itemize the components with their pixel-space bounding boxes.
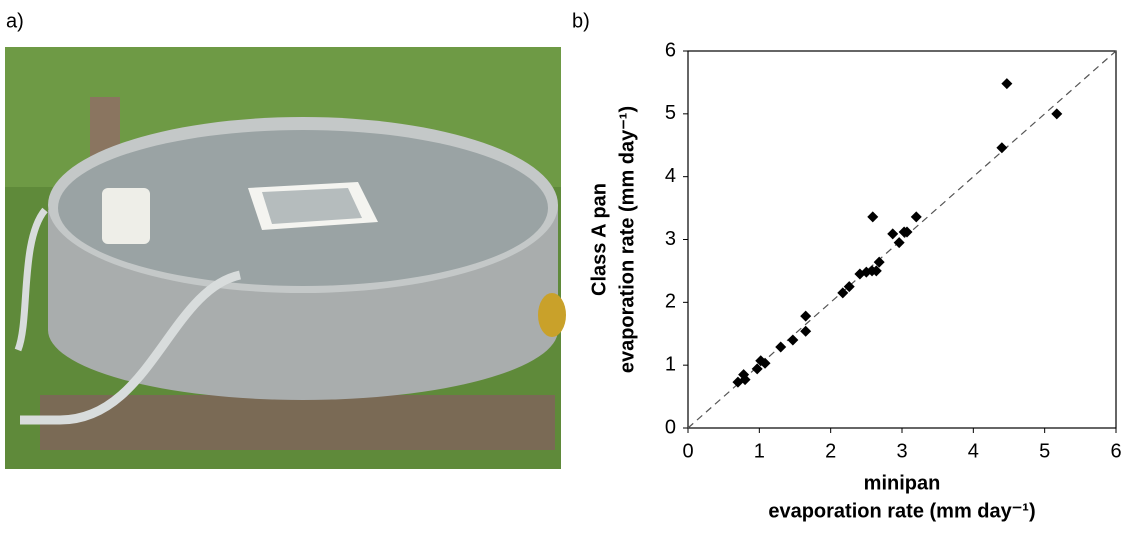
point	[910, 211, 922, 223]
hose	[14, 207, 48, 352]
gauge	[102, 188, 150, 244]
y-axis-label: Class A pan	[588, 183, 610, 296]
point	[739, 374, 751, 386]
point	[996, 142, 1008, 154]
y-tick-label: 5	[665, 102, 676, 124]
y-tick-label: 4	[665, 165, 676, 187]
x-tick-label: 6	[1110, 440, 1121, 462]
point	[1001, 78, 1013, 90]
photo	[5, 47, 566, 469]
hose	[20, 270, 242, 425]
y-tick-label: 0	[665, 416, 676, 438]
point	[893, 237, 905, 249]
point	[873, 256, 885, 268]
y-tick-label: 2	[665, 291, 676, 313]
identity-line	[687, 50, 1117, 429]
y-tick-label: 6	[665, 39, 676, 61]
y-axis-label: evaporation rate (mm day⁻¹)	[616, 106, 638, 373]
bowl	[538, 293, 566, 337]
x-tick-label: 4	[968, 440, 979, 462]
point	[800, 310, 812, 322]
panel-label: a)	[6, 10, 24, 32]
x-tick-label: 3	[896, 440, 907, 462]
panel-label: b)	[572, 10, 590, 32]
x-tick-label: 1	[754, 440, 765, 462]
point	[837, 287, 849, 299]
x-axis-label: evaporation rate (mm day⁻¹)	[768, 500, 1035, 522]
point	[1051, 108, 1063, 120]
x-axis-label: minipan	[864, 472, 941, 494]
point	[759, 357, 771, 369]
point	[800, 325, 812, 337]
frame-inner	[262, 188, 362, 224]
point	[887, 228, 899, 240]
x-tick-label: 2	[825, 440, 836, 462]
point	[867, 211, 879, 223]
point	[751, 363, 763, 375]
y-tick-label: 3	[665, 228, 676, 250]
point	[775, 341, 787, 353]
x-tick-label: 5	[1039, 440, 1050, 462]
x-tick-label: 0	[682, 440, 693, 462]
point	[787, 334, 799, 346]
point	[870, 265, 882, 277]
point	[901, 226, 913, 238]
pallet	[40, 395, 555, 450]
point	[843, 281, 855, 293]
y-tick-label: 1	[665, 353, 676, 375]
